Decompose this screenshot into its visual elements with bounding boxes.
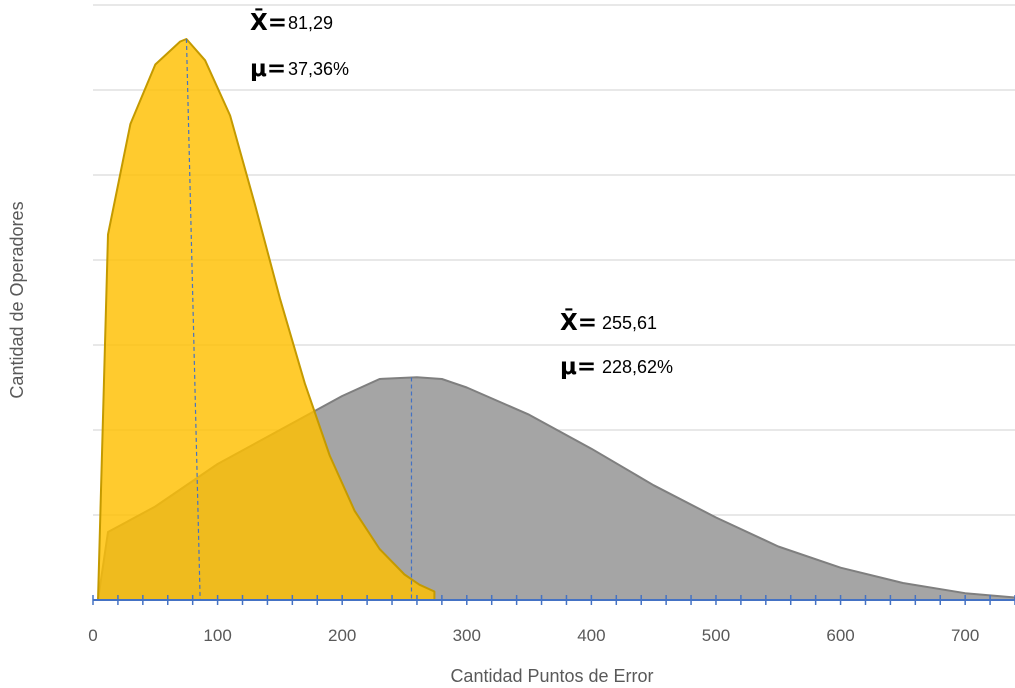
x-axis-title: Cantidad Puntos de Error xyxy=(450,666,653,686)
annotation-mu-symbol-gray: μ= xyxy=(560,354,596,380)
x-tick-label-200: 200 xyxy=(328,626,356,645)
annotation-mean-value-gray: 255,61 xyxy=(602,313,657,333)
series-layer xyxy=(96,38,1015,601)
annotations: X̄= 81,29 μ= 37,36% X̄= 255,61 μ= 228,62… xyxy=(250,7,673,380)
annotation-mu-value-gray: 228,62% xyxy=(602,357,673,377)
mean-line-1 xyxy=(185,38,201,601)
x-tick-label-400: 400 xyxy=(577,626,605,645)
annotation-mu-symbol-yellow: μ= xyxy=(250,56,286,82)
x-tick-label-100: 100 xyxy=(203,626,231,645)
x-tick-label-700: 700 xyxy=(951,626,979,645)
mean-lines xyxy=(185,38,413,601)
y-axis-title: Cantidad de Operadores xyxy=(7,201,27,398)
annotation-mean-value-yellow: 81,29 xyxy=(288,13,333,33)
series-area-1 xyxy=(96,38,436,601)
x-tick-label-0: 0 xyxy=(88,626,97,645)
x-tick-label-300: 300 xyxy=(453,626,481,645)
x-tick-label-600: 600 xyxy=(826,626,854,645)
annotation-mean-symbol-yellow: X̄= xyxy=(250,7,287,36)
x-axis: 0 100 200 300 400 500 600 700 xyxy=(88,595,1015,645)
annotation-mean-symbol-gray: X̄= xyxy=(560,307,597,336)
x-tick-label-500: 500 xyxy=(702,626,730,645)
annotation-mu-value-yellow: 37,36% xyxy=(288,59,349,79)
